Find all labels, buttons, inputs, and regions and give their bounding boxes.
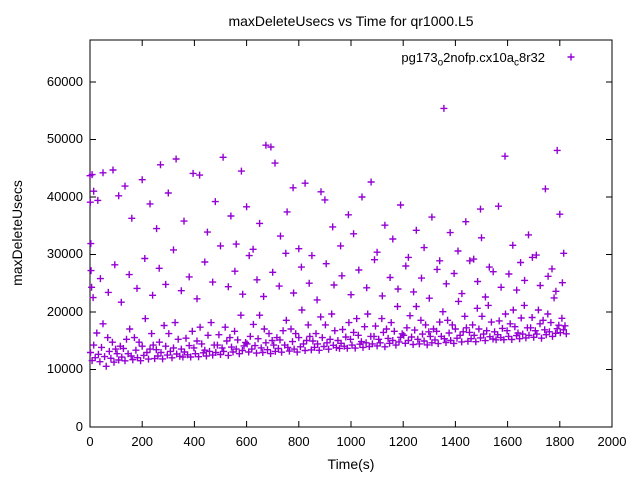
x-tick-label: 1200 bbox=[388, 434, 418, 449]
x-tick-label: 1400 bbox=[440, 434, 470, 449]
y-tick-label: 60000 bbox=[46, 73, 83, 89]
legend-label-part: 8r32 bbox=[518, 50, 545, 65]
x-tick-label: 1800 bbox=[545, 434, 575, 449]
x-axis-title: Time(s) bbox=[327, 456, 375, 472]
chart-title: maxDeleteUsecs vs Time for qr1000.L5 bbox=[228, 13, 474, 29]
x-tick-label: 2000 bbox=[597, 434, 627, 449]
legend-label-part: 2nofp.cx10a bbox=[443, 50, 514, 65]
legend-label-part: pg173 bbox=[401, 50, 438, 65]
y-tick-label: 0 bbox=[75, 419, 83, 434]
x-tick-label: 1600 bbox=[493, 434, 523, 449]
x-tick-label: 1000 bbox=[336, 434, 366, 449]
y-tick-label: 40000 bbox=[46, 188, 83, 204]
x-tick-label: 600 bbox=[235, 434, 258, 449]
y-tick-label: 30000 bbox=[46, 246, 83, 262]
y-tick-label: 50000 bbox=[46, 131, 83, 147]
legend-label-subscript: c bbox=[513, 57, 519, 69]
legend-series-label: pg173o2nofp.cx10ac8r32 bbox=[401, 50, 545, 69]
x-tick-label: 800 bbox=[287, 434, 310, 449]
x-tick-label: 0 bbox=[86, 434, 94, 449]
y-tick-label: 20000 bbox=[46, 303, 83, 319]
x-tick-label: 400 bbox=[183, 434, 206, 449]
legend-sample-marker bbox=[567, 53, 575, 61]
y-tick-label: 10000 bbox=[46, 361, 83, 377]
scatter-points bbox=[86, 104, 570, 370]
axis-ticks bbox=[89, 40, 613, 428]
legend-label-subscript: o bbox=[437, 57, 444, 69]
x-tick-label: 200 bbox=[131, 434, 154, 449]
